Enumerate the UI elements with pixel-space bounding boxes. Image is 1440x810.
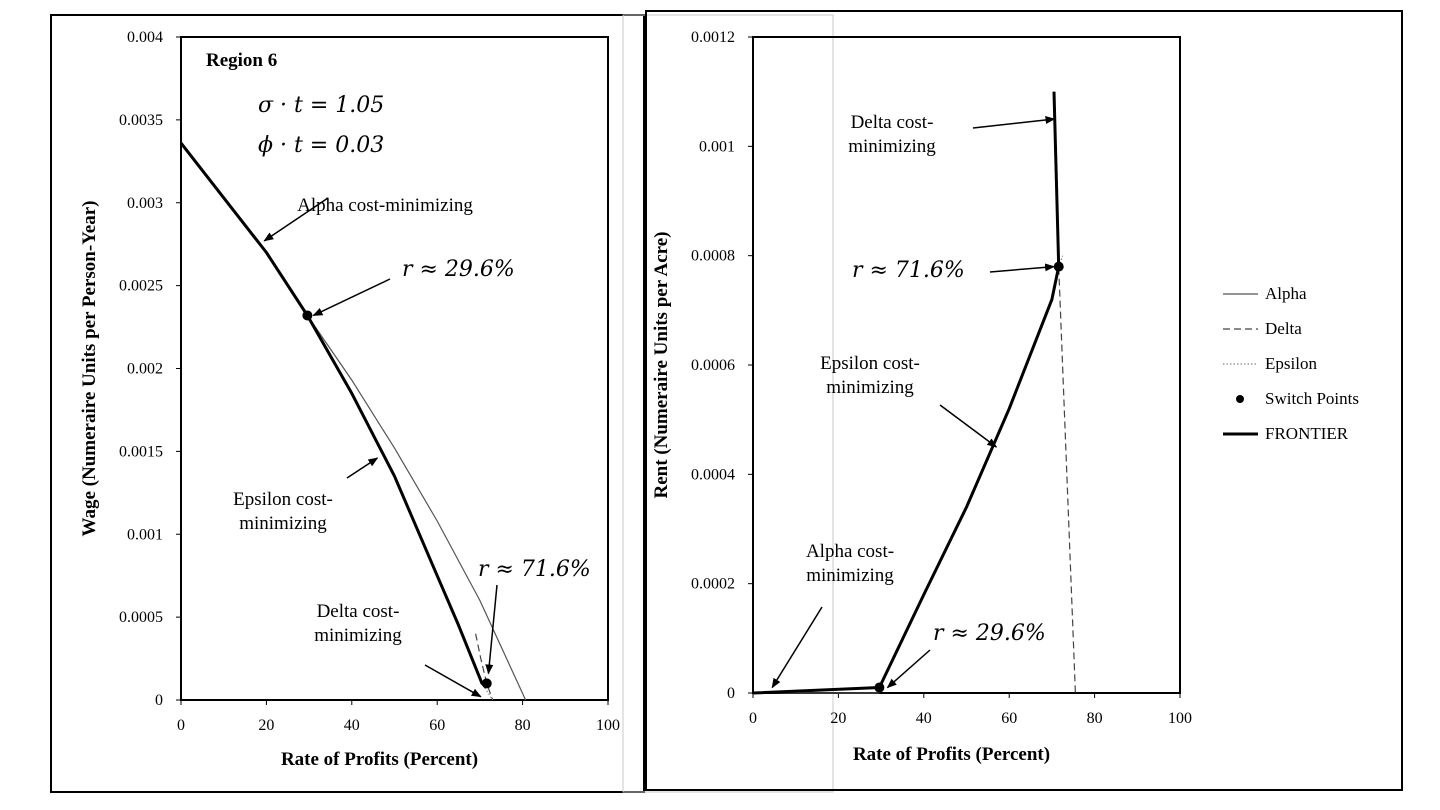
annotation-arrow — [312, 278, 391, 317]
legend-label: Epsilon — [1265, 354, 1317, 373]
legend-label: Alpha — [1265, 284, 1307, 303]
y-tick-label: 0.0012 — [691, 29, 735, 46]
annotation-arrow — [485, 584, 498, 675]
panel-label: Region 6 — [206, 50, 277, 71]
x-tick-label: 40 — [344, 717, 360, 734]
x-tick-label: 0 — [749, 710, 757, 727]
legend-item-switch-points: Switch Points — [1236, 389, 1359, 408]
annotation-arrow — [939, 404, 998, 448]
right-figure-frame — [645, 10, 1403, 791]
legend-label: Delta — [1265, 319, 1302, 338]
annotation-arrow — [263, 197, 329, 242]
annotation-label: r ≈ 29.6% — [402, 257, 515, 282]
y-tick-label: 0 — [727, 685, 735, 702]
x-axis-title: Rate of Profits (Percent) — [853, 744, 1050, 765]
x-tick-label: 20 — [830, 710, 846, 727]
left-figure-frame — [50, 14, 645, 793]
legend-item-delta: Delta — [1223, 319, 1302, 338]
legend-label: Switch Points — [1265, 389, 1359, 408]
x-tick-label: 80 — [1087, 710, 1103, 727]
annotation-label: r ≈ 29.6% — [933, 621, 1046, 646]
x-tick-label: 100 — [1168, 710, 1192, 727]
series-line-frontier — [752, 91, 1061, 695]
annotation-label: Epsilon cost-minimizing — [233, 489, 333, 534]
annotation-arrow — [989, 263, 1056, 273]
plot-area — [752, 36, 1181, 694]
annotation-arrow — [972, 116, 1056, 129]
series-line-frontier — [179, 142, 487, 685]
y-tick-label: 0.0035 — [119, 112, 163, 129]
y-tick-label: 0.001 — [699, 138, 735, 155]
x-tick-label: 40 — [916, 710, 932, 727]
annotation-arrow — [424, 664, 482, 698]
y-tick-label: 0.0005 — [119, 609, 163, 626]
switch-point — [1053, 261, 1064, 272]
chart-panel-1: 0 0.0005 0.001 0.0015 0.002 0.0025 0.003 0.0035… — [79, 29, 620, 770]
legend: Alpha Delta Epsilon Switch Points FRONTIER — [1223, 284, 1359, 443]
x-tick-label: 20 — [258, 717, 274, 734]
y-tick-label: 0.001 — [127, 526, 163, 543]
annotation-arrow — [771, 606, 823, 689]
legend-item-frontier: FRONTIER — [1223, 424, 1349, 443]
x-axis-title: Rate of Profits (Percent) — [281, 749, 478, 770]
x-tick-label: 80 — [515, 717, 531, 734]
annotation-label: r ≈ 71.6% — [852, 258, 965, 283]
switch-point — [302, 310, 313, 321]
annotation-label: Delta cost-minimizing — [848, 112, 936, 157]
y-tick-label: 0.0025 — [119, 278, 163, 295]
y-axis-title: Wage (Numeraire Units per Person-Year) — [79, 201, 100, 537]
annotation-label: r ≈ 71.6% — [478, 557, 591, 582]
y-tick-label: 0.004 — [127, 29, 163, 46]
x-tick-label: 60 — [429, 717, 445, 734]
y-tick-label: 0.0004 — [691, 466, 735, 483]
series-line-delta — [475, 633, 494, 701]
chart-panel-2: 0 0.0002 0.0004 0.0006 0.0008 0.001 0.0012 0 20 4… — [651, 29, 1192, 765]
y-tick-label: 0.003 — [127, 195, 163, 212]
y-axis-title: Rent (Numeraire Units per Acre) — [651, 232, 672, 499]
annotation-label: Alpha cost-minimizing — [297, 195, 473, 216]
parameter-label: σ · t = 1.05 — [258, 93, 384, 118]
y-tick-label: 0 — [155, 692, 163, 709]
annotation-label: Alpha cost-minimizing — [806, 541, 894, 586]
y-tick-label: 0.0015 — [119, 443, 163, 460]
y-tick-label: 0.002 — [127, 361, 163, 378]
y-tick-label: 0.0002 — [691, 576, 735, 593]
legend-item-alpha: Alpha — [1223, 284, 1307, 303]
y-tick-label: 0.0006 — [691, 357, 735, 374]
annotation-arrow — [886, 649, 931, 689]
annotation-arrow — [346, 457, 379, 479]
switch-point — [874, 682, 885, 693]
x-tick-label: 60 — [1001, 710, 1017, 727]
overlap-frame — [622, 14, 834, 793]
legend-swatch — [1236, 395, 1244, 403]
annotation-label: Epsilon cost-minimizing — [820, 353, 920, 398]
legend-label: FRONTIER — [1265, 424, 1349, 443]
y-tick-label: 0.0008 — [691, 248, 735, 265]
parameter-label: ϕ · t = 0.03 — [258, 133, 384, 158]
x-tick-label: 0 — [177, 717, 185, 734]
switch-point — [481, 678, 492, 689]
legend-item-epsilon: Epsilon — [1223, 354, 1317, 373]
x-tick-label: 100 — [596, 717, 620, 734]
annotation-label: Delta cost-minimizing — [314, 601, 402, 646]
